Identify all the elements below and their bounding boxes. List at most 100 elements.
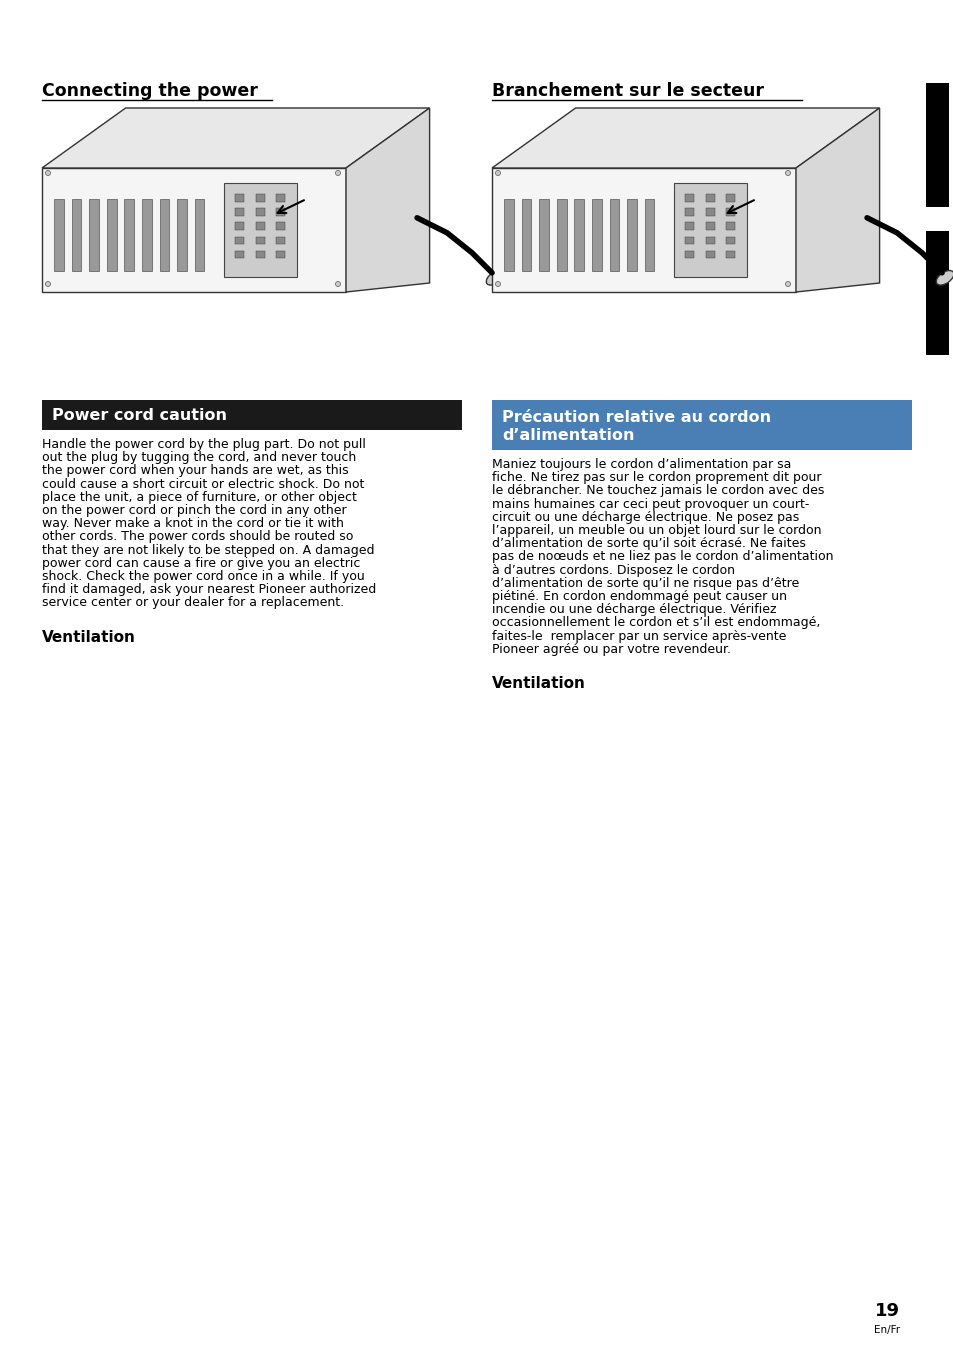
Text: En/Fr: En/Fr xyxy=(873,1325,899,1335)
Bar xyxy=(142,200,152,271)
Text: Branchement sur le secteur: Branchement sur le secteur xyxy=(492,82,763,100)
Text: faites-le  remplacer par un service après-vente: faites-le remplacer par un service après… xyxy=(492,630,785,643)
Bar xyxy=(705,237,714,244)
Text: incendie ou une décharge électrique. Vérifiez: incendie ou une décharge électrique. Vér… xyxy=(492,603,776,616)
Bar xyxy=(90,200,99,271)
Bar xyxy=(235,194,244,202)
Bar xyxy=(725,222,734,231)
Text: way. Never make a knot in the cord or tie it with: way. Never make a knot in the cord or ti… xyxy=(42,518,343,530)
Text: the power cord when your hands are wet, as this: the power cord when your hands are wet, … xyxy=(42,465,348,477)
Text: Power cord caution: Power cord caution xyxy=(52,407,227,422)
Text: fiche. Ne tirez pas sur le cordon proprement dit pour: fiche. Ne tirez pas sur le cordon propre… xyxy=(492,472,821,484)
Text: Ventilation: Ventilation xyxy=(492,675,585,692)
Text: Connecting the power: Connecting the power xyxy=(42,82,257,100)
Bar xyxy=(538,200,549,271)
Polygon shape xyxy=(795,108,879,293)
Bar xyxy=(42,168,346,293)
Text: could cause a short circuit or electric shock. Do not: could cause a short circuit or electric … xyxy=(42,477,364,491)
Bar xyxy=(705,194,714,202)
Text: out the plug by tugging the cord, and never touch: out the plug by tugging the cord, and ne… xyxy=(42,452,355,464)
Bar xyxy=(725,209,734,216)
Text: on the power cord or pinch the cord in any other: on the power cord or pinch the cord in a… xyxy=(42,504,346,518)
Text: le débrancher. Ne touchez jamais le cordon avec des: le débrancher. Ne touchez jamais le cord… xyxy=(492,484,823,497)
Bar xyxy=(644,200,654,271)
Bar xyxy=(684,194,694,202)
Bar xyxy=(925,84,948,208)
Bar xyxy=(255,209,264,216)
Text: Ventilation: Ventilation xyxy=(42,630,135,644)
Circle shape xyxy=(335,282,340,287)
Bar xyxy=(492,168,795,293)
Bar xyxy=(235,237,244,244)
Circle shape xyxy=(46,170,51,175)
Bar xyxy=(71,200,81,271)
Text: 19: 19 xyxy=(874,1302,899,1320)
Polygon shape xyxy=(492,108,879,168)
Text: occasionnellement le cordon et s’il est endommagé,: occasionnellement le cordon et s’il est … xyxy=(492,616,820,630)
Bar xyxy=(492,400,911,450)
Bar xyxy=(626,200,637,271)
Text: l’appareil, un meuble ou un objet lourd sur le cordon: l’appareil, un meuble ou un objet lourd … xyxy=(492,524,821,537)
Bar xyxy=(674,183,746,278)
Bar xyxy=(276,237,285,244)
Bar xyxy=(725,251,734,259)
Circle shape xyxy=(784,170,790,175)
Ellipse shape xyxy=(935,271,953,284)
Bar xyxy=(159,200,169,271)
Text: Pioneer agréé ou par votre revendeur.: Pioneer agréé ou par votre revendeur. xyxy=(492,643,730,655)
Text: Maniez toujours le cordon d’alimentation par sa: Maniez toujours le cordon d’alimentation… xyxy=(492,458,791,470)
Text: à d’autres cordons. Disposez le cordon: à d’autres cordons. Disposez le cordon xyxy=(492,563,734,577)
Circle shape xyxy=(335,170,340,175)
Bar xyxy=(705,222,714,231)
Bar xyxy=(592,200,601,271)
Bar xyxy=(255,222,264,231)
Bar xyxy=(557,200,566,271)
Bar xyxy=(705,251,714,259)
Bar xyxy=(503,200,514,271)
Circle shape xyxy=(495,282,500,287)
Bar xyxy=(54,200,64,271)
Bar xyxy=(684,209,694,216)
Bar xyxy=(255,237,264,244)
Text: d’alimentation de sorte qu’il soit écrasé. Ne faites: d’alimentation de sorte qu’il soit écras… xyxy=(492,538,805,550)
Text: service center or your dealer for a replacement.: service center or your dealer for a repl… xyxy=(42,596,344,609)
Bar xyxy=(235,222,244,231)
Bar xyxy=(276,251,285,259)
Bar xyxy=(255,194,264,202)
Text: that they are not likely to be stepped on. A damaged: that they are not likely to be stepped o… xyxy=(42,543,375,557)
Bar xyxy=(684,237,694,244)
Bar xyxy=(224,183,297,278)
Bar xyxy=(705,209,714,216)
Bar xyxy=(42,400,461,430)
Circle shape xyxy=(46,282,51,287)
Text: circuit ou une décharge électrique. Ne posez pas: circuit ou une décharge électrique. Ne p… xyxy=(492,511,799,524)
Bar xyxy=(684,251,694,259)
Text: place the unit, a piece of furniture, or other object: place the unit, a piece of furniture, or… xyxy=(42,491,356,504)
Bar xyxy=(684,222,694,231)
Text: Précaution relative au cordon: Précaution relative au cordon xyxy=(501,410,770,425)
Bar xyxy=(925,231,948,355)
Bar xyxy=(521,200,531,271)
Circle shape xyxy=(784,282,790,287)
Text: Handle the power cord by the plug part. Do not pull: Handle the power cord by the plug part. … xyxy=(42,438,366,452)
Ellipse shape xyxy=(486,271,503,284)
Text: d’alimentation de sorte qu’il ne risque pas d’être: d’alimentation de sorte qu’il ne risque … xyxy=(492,577,799,590)
Bar xyxy=(124,200,134,271)
Text: piétiné. En cordon endommagé peut causer un: piétiné. En cordon endommagé peut causer… xyxy=(492,590,786,603)
Text: power cord can cause a fire or give you an electric: power cord can cause a fire or give you … xyxy=(42,557,360,570)
Bar xyxy=(107,200,116,271)
Bar xyxy=(609,200,618,271)
Bar xyxy=(235,209,244,216)
Bar xyxy=(177,200,187,271)
Bar xyxy=(255,251,264,259)
Polygon shape xyxy=(42,108,429,168)
Polygon shape xyxy=(346,108,429,293)
Bar xyxy=(194,200,204,271)
Text: pas de noœuds et ne liez pas le cordon d’alimentation: pas de noœuds et ne liez pas le cordon d… xyxy=(492,550,833,563)
Bar xyxy=(725,194,734,202)
Bar xyxy=(276,194,285,202)
Circle shape xyxy=(495,170,500,175)
Bar xyxy=(276,222,285,231)
Text: shock. Check the power cord once in a while. If you: shock. Check the power cord once in a wh… xyxy=(42,570,364,582)
Bar xyxy=(276,209,285,216)
